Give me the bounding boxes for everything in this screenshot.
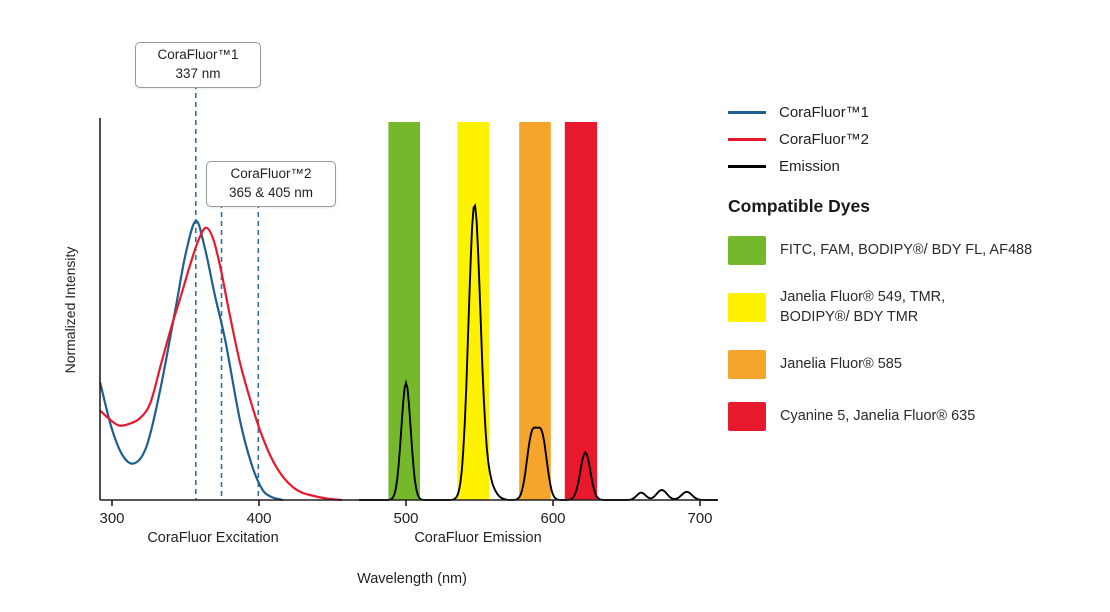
dye-label: Cyanine 5, Janelia Fluor® 635 (780, 407, 976, 424)
x-axis-tick-label: 400 (246, 510, 271, 527)
legend-line-items: CoraFluor™1 CoraFluor™2 Emission (728, 104, 1103, 175)
dye-label: Janelia Fluor® 585 (780, 355, 902, 372)
legend-item-corafluor1: CoraFluor™1 (728, 104, 1103, 121)
dye-item-green: FITC, FAM, BODIPY®/ BDY FL, AF488 (728, 236, 1103, 265)
legend-label: Emission (779, 158, 840, 175)
dye-band-green (388, 122, 420, 500)
x-axis-ticks-group: 300 400 500 600 700 (99, 500, 713, 527)
legend-label: CoraFluor™1 (779, 104, 870, 121)
callout-corafluor1-337nm: CoraFluor™1 337 nm (135, 42, 261, 88)
callout-title: CoraFluor™1 (157, 47, 239, 62)
dye-band-yellow (457, 122, 489, 500)
x-axis-title: Wavelength (nm) (357, 571, 467, 587)
dye-item-yellow: Janelia Fluor® 549, TMR, BODIPY®/ BDY TM… (728, 288, 1103, 327)
legend-panel: CoraFluor™1 CoraFluor™2 Emission Compatibl… (728, 104, 1103, 454)
dye-label: FITC, FAM, BODIPY®/ BDY FL, AF488 (780, 241, 1033, 258)
dye-bands-group (388, 122, 598, 500)
callout-wavelength: 337 nm (175, 65, 221, 81)
spectra-chart: 300 400 500 600 700 Normalized Intensity Cor… (62, 84, 718, 587)
x-region-label-excitation: CoraFluor Excitation (147, 530, 278, 546)
curves-group (99, 202, 718, 502)
legend-label: CoraFluor™2 (779, 131, 870, 148)
callout-title: CoraFluor™2 (230, 166, 312, 181)
dye-item-orange: Janelia Fluor® 585 (728, 350, 1103, 380)
corafluor2-line-swatch (728, 138, 766, 141)
dye-band-orange (519, 122, 551, 500)
dye-item-red: Cyanine 5, Janelia Fluor® 635 (728, 402, 1103, 432)
yellow-dye-swatch (728, 293, 766, 323)
legend-item-corafluor2: CoraFluor™2 (728, 131, 1103, 148)
x-axis-tick-label: 300 (99, 510, 124, 527)
dashed-lines-group (195, 84, 260, 500)
corafluor1-excitation-curve (99, 219, 284, 502)
red-dye-swatch (728, 402, 766, 432)
corafluor1-line-swatch (728, 111, 766, 114)
orange-dye-swatch (728, 350, 766, 380)
y-axis-label: Normalized Intensity (62, 247, 78, 374)
emission-line-swatch (728, 165, 766, 168)
callout-wavelength: 365 & 405 nm (228, 184, 314, 200)
x-axis-tick-label: 600 (540, 510, 565, 527)
callout-corafluor2-365-405nm: CoraFluor™2 365 & 405 nm (206, 161, 336, 207)
green-dye-swatch (728, 236, 766, 265)
legend-dye-items: FITC, FAM, BODIPY®/ BDY FL, AF488 Janelia… (728, 236, 1103, 432)
legend-item-emission: Emission (728, 158, 1103, 175)
emission-curve (359, 202, 718, 501)
x-axis-tick-label: 700 (687, 510, 712, 527)
x-axis-tick-label: 500 (393, 510, 418, 527)
dye-band-red (564, 122, 598, 500)
compatible-dyes-heading: Compatible Dyes (728, 196, 870, 216)
corafluor2-excitation-curve (99, 226, 343, 502)
dye-label: Janelia Fluor® 549, TMR, BODIPY®/ BDY TM… (780, 289, 946, 325)
x-region-label-emission: CoraFluor Emission (414, 530, 541, 546)
